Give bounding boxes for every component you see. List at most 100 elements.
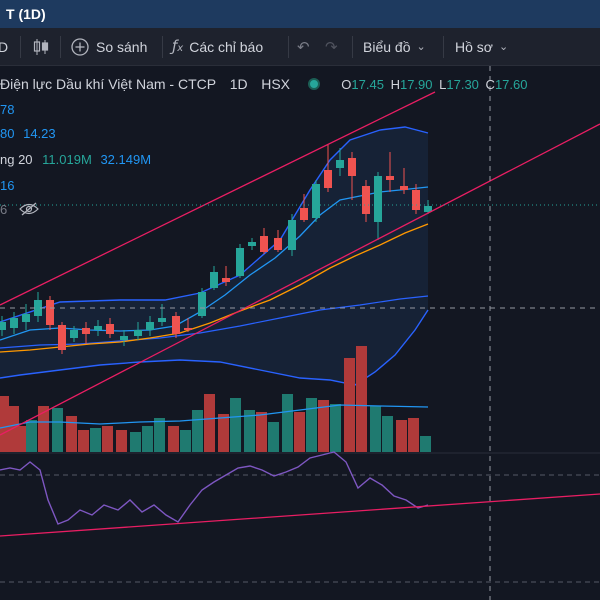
candle-body: [10, 318, 18, 328]
toolbar: D So sánh ƒx Các chỉ báo ↶ ↷ Biểu đồ ⌄: [0, 28, 600, 66]
channel-upper-trendline: [0, 91, 436, 306]
candlesticks: [0, 144, 432, 354]
symbol-exchange: HSX: [261, 76, 291, 92]
bollinger-band-fill: [0, 127, 428, 385]
candle-body: [386, 176, 394, 180]
volume-bar: [16, 426, 27, 452]
candle-body: [172, 316, 180, 334]
candle-body: [46, 300, 54, 325]
volume-bar: [52, 408, 63, 452]
market-status-dot: [307, 78, 320, 90]
interval-button[interactable]: D: [0, 28, 8, 66]
candle-body: [34, 300, 42, 316]
volume-bar: [230, 398, 241, 452]
candle-body: [82, 328, 90, 334]
toolbar-divider: [162, 36, 163, 58]
volume-bar: [130, 432, 141, 452]
candle-body: [236, 248, 244, 276]
indicator-legend-2[interactable]: 80 14.23: [0, 126, 56, 141]
candle-body: [288, 220, 296, 250]
volume-bar: [318, 400, 329, 452]
indicator-5-value: 6: [0, 202, 8, 217]
volume-bar: [420, 436, 431, 452]
candle-body: [400, 186, 408, 190]
close-value: 17.60: [494, 77, 528, 92]
candle-body: [424, 206, 432, 212]
window-title-text: T (1D): [6, 6, 46, 22]
indicator-4-value: 16: [0, 178, 15, 193]
volume-bar: [142, 426, 153, 452]
volume-bar: [330, 404, 341, 452]
symbol-interval: 1D: [229, 76, 248, 92]
profile-label: Hồ sơ: [455, 39, 493, 55]
candlestick-icon: [33, 39, 49, 55]
volume-value-a: 11.019M: [42, 152, 92, 167]
candle-body: [198, 292, 206, 316]
indicators-label: Các chỉ báo: [189, 39, 264, 55]
chevron-down-icon: ⌄: [498, 40, 509, 53]
low-value: 17.30: [446, 77, 479, 92]
volume-legend-label: ng 20: [0, 152, 33, 167]
volume-bar: [396, 420, 407, 452]
chart-style-button[interactable]: [32, 28, 50, 66]
toolbar-divider: [443, 36, 444, 58]
compare-button[interactable]: So sánh: [70, 28, 147, 66]
volume-bar: [0, 396, 9, 452]
candle-body: [58, 325, 66, 350]
toolbar-divider: [20, 36, 21, 58]
volume-bar: [306, 398, 317, 452]
chart-canvas[interactable]: [0, 66, 600, 600]
volume-bar: [244, 410, 255, 452]
candle-body: [210, 272, 218, 288]
volume-bar: [382, 416, 393, 452]
candle-body: [260, 236, 268, 252]
candle-body: [0, 322, 6, 330]
window-title: T (1D): [0, 0, 600, 28]
channel-lower-trendline: [0, 123, 600, 436]
rsi-trendline: [0, 493, 600, 537]
volume-legend[interactable]: ng 20 11.019M 32.149M: [0, 152, 151, 167]
candle-body: [348, 158, 356, 176]
volume-bar: [90, 428, 101, 452]
open-value: 17.45: [351, 77, 384, 92]
chart-area[interactable]: Điện lực Dầu khí Việt Nam - CTCP 1D HSX …: [0, 66, 600, 600]
undo-button[interactable]: ↶: [297, 28, 310, 66]
redo-icon: ↷: [325, 38, 338, 56]
indicator-2-value-b: 14.23: [23, 126, 56, 141]
eye-crossed-icon[interactable]: [19, 202, 39, 216]
volume-bar: [268, 422, 279, 452]
candle-body: [248, 242, 256, 246]
undo-icon: ↶: [297, 38, 310, 56]
candle-body: [184, 328, 192, 330]
indicator-2-value-a: 80: [0, 126, 15, 141]
redo-button[interactable]: ↷: [325, 28, 338, 66]
indicator-legend-4[interactable]: 16: [0, 178, 14, 193]
candle-body: [22, 314, 30, 322]
volume-bar: [154, 418, 165, 452]
volume-bar: [66, 416, 77, 452]
volume-bar: [256, 412, 267, 452]
indicator-legend-1[interactable]: 78: [0, 102, 14, 117]
symbol-legend[interactable]: Điện lực Dầu khí Việt Nam - CTCP 1D HSX …: [0, 76, 527, 92]
chevron-down-icon: ⌄: [416, 40, 426, 53]
volume-bar: [116, 430, 127, 452]
high-value: 17.90: [399, 77, 433, 92]
volume-bar: [102, 426, 113, 452]
volume-bar: [168, 426, 179, 452]
candle-body: [274, 238, 282, 250]
long-ma-line: [0, 223, 429, 353]
candle-body: [336, 160, 344, 168]
indicator-legend-5[interactable]: 6: [0, 202, 39, 217]
profile-button[interactable]: Hồ sơ ⌄: [455, 28, 508, 66]
volume-bar: [218, 414, 229, 452]
candle-body: [134, 330, 142, 336]
close-label: C: [485, 77, 495, 92]
indicators-button[interactable]: ƒx Các chỉ báo: [172, 28, 263, 66]
volume-bar: [8, 406, 19, 452]
toolbar-divider: [352, 36, 353, 58]
chart-type-button[interactable]: Biểu đồ ⌄: [363, 28, 426, 66]
volume-bar: [294, 412, 305, 452]
candle-body: [120, 336, 128, 340]
compare-label: So sánh: [96, 39, 148, 55]
plus-circle-icon: [71, 38, 89, 56]
